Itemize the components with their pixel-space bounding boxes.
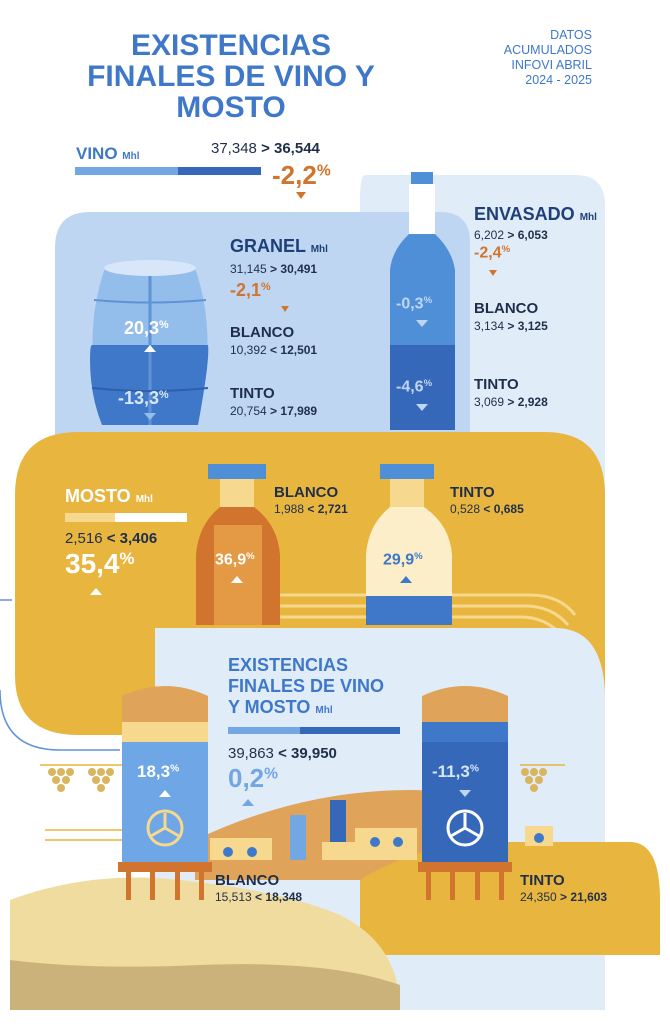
granel-values: 31,145 > 30,491: [230, 262, 318, 276]
mosto-blanco-pct: 36,9%: [215, 551, 255, 569]
mosto-label: MOSTO Mhl: [65, 486, 153, 506]
granel-tinto-pct: -13,3%: [118, 388, 169, 408]
mosto-tinto-pct: 29,9%: [383, 551, 423, 569]
envasado-tinto-values: 3,069 > 2,928: [474, 395, 548, 409]
granel-tinto-label: TINTO: [230, 385, 275, 402]
envasado-blanco-values: 3,134 > 3,125: [474, 319, 548, 333]
silo-tinto: [418, 686, 512, 900]
granel-blanco-values: 10,392 < 12,501: [230, 343, 318, 357]
mosto-tinto-values: 0,528 < 0,685: [450, 502, 524, 516]
total-blanco-values: 15,513 < 18,348: [215, 890, 303, 904]
envasado-bottle: [390, 172, 455, 430]
mosto-blanco-bottle: [196, 464, 280, 625]
envasado-pct: -2,4%: [474, 244, 511, 262]
total-values: 39,863 < 39,950: [228, 745, 337, 762]
envasado-blanco-label: BLANCO: [474, 300, 539, 317]
vine-wires: [40, 764, 565, 841]
grape-icons: [48, 768, 547, 792]
vino-label: VINO Mhl: [76, 144, 140, 163]
granel-down-arrow: [281, 306, 289, 312]
total-tinto-values: 24,350 > 21,603: [520, 890, 608, 904]
mosto-tinto-bottle: [366, 464, 452, 625]
total-blanco-label: BLANCO: [215, 872, 280, 889]
envasado-values: 6,202 > 6,053: [474, 228, 548, 242]
total-up-arrow: [242, 799, 254, 806]
granel-blanco-label: BLANCO: [230, 324, 295, 341]
total-label: EXISTENCIAS FINALES DE VINO Y MOSTO Mhl: [228, 655, 385, 717]
vino-bar-light: [75, 167, 178, 175]
vino-values: 37,348 > 36,544: [211, 140, 320, 157]
total-blanco-pct: 18,3%: [137, 762, 180, 781]
blue-outline-lines: [0, 599, 120, 751]
vino-pct: -2,2%: [272, 160, 331, 190]
vino-down-arrow: [296, 192, 306, 199]
granel-pct: -2,1%: [230, 280, 271, 300]
total-bar-dark: [300, 727, 400, 734]
mosto-bar-white: [115, 513, 187, 522]
mosto-up-arrow: [90, 588, 102, 595]
source-note: DATOS ACUMULADOS INFOVI ABRIL 2024 - 2025: [503, 28, 592, 87]
sand-hill-dark: [10, 900, 400, 1010]
envasado-down-arrow: [489, 270, 497, 276]
granel-label: GRANEL Mhl: [230, 236, 328, 256]
total-tinto-label: TINTO: [520, 872, 565, 889]
silo-blanco: [118, 686, 212, 900]
total-tinto-pct: -11,3%: [432, 762, 479, 781]
total-pct: 0,2%: [228, 763, 279, 793]
factory: [210, 800, 553, 860]
envasado-blanco-pct: -0,3%: [396, 295, 433, 313]
envasado-label: ENVASADO Mhl: [474, 204, 597, 224]
mosto-blanco-values: 1,988 < 2,721: [274, 502, 348, 516]
mosto-pct: 35,4%: [65, 548, 135, 579]
granel-barrel: [90, 260, 209, 425]
granel-tinto-values: 20,754 > 17,989: [230, 404, 318, 418]
vino-bar-dark: [178, 167, 261, 175]
total-bar-light: [228, 727, 300, 734]
envasado-tinto-pct: -4,6%: [396, 378, 433, 396]
mosto-values: 2,516 < 3,406: [65, 530, 158, 547]
envasado-tinto-label: TINTO: [474, 376, 519, 393]
granel-blanco-pct: 20,3%: [124, 318, 169, 338]
mosto-tinto-label: TINTO: [450, 484, 495, 501]
mosto-blanco-label: BLANCO: [274, 484, 339, 501]
mosto-bar-light: [65, 513, 115, 522]
page-title: EXISTENCIAS FINALES DE VINO Y MOSTO: [87, 29, 375, 124]
